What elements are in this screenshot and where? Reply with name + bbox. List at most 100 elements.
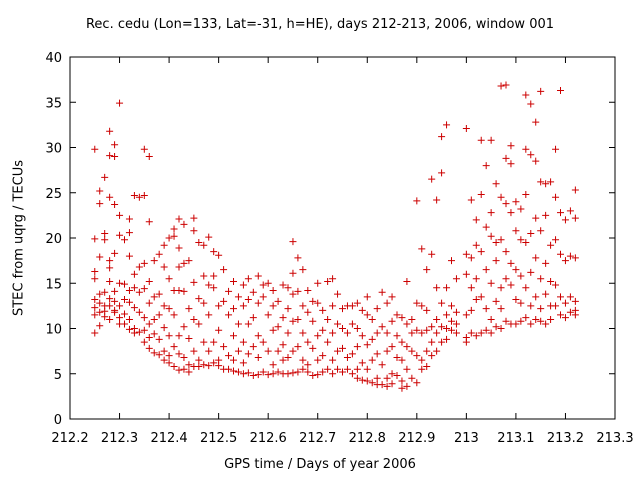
data-point	[532, 315, 540, 323]
data-point	[334, 320, 342, 328]
data-point	[368, 315, 376, 323]
data-point	[517, 299, 525, 307]
data-point	[462, 311, 470, 319]
data-point	[522, 284, 530, 292]
data-point	[368, 356, 376, 364]
data-point	[185, 305, 193, 313]
data-point	[304, 308, 312, 316]
data-point	[428, 175, 436, 183]
data-point	[552, 145, 560, 153]
data-point	[96, 253, 104, 261]
data-point	[145, 277, 153, 285]
data-point	[309, 317, 317, 325]
data-point	[408, 329, 416, 337]
data-point	[467, 284, 475, 292]
data-point	[423, 363, 431, 371]
data-point	[492, 239, 500, 247]
data-point	[106, 295, 114, 303]
data-point	[363, 293, 371, 301]
data-point	[319, 368, 327, 376]
x-tick-label: 212.9	[398, 431, 435, 446]
data-point	[329, 356, 337, 364]
data-point	[96, 322, 104, 330]
data-point	[225, 352, 233, 360]
data-point	[215, 326, 223, 334]
data-point	[462, 124, 470, 132]
data-point	[135, 308, 143, 316]
data-point	[269, 361, 277, 369]
data-point	[438, 133, 446, 141]
data-point	[234, 368, 242, 376]
data-point	[477, 191, 485, 199]
data-point	[373, 305, 381, 313]
data-point	[200, 338, 208, 346]
data-point	[101, 288, 109, 296]
data-point	[215, 302, 223, 310]
data-point	[561, 314, 569, 322]
data-point	[170, 225, 178, 233]
data-point	[234, 293, 242, 301]
data-point	[249, 372, 257, 380]
x-tick-label: 213.1	[497, 431, 534, 446]
data-point	[130, 270, 138, 278]
data-point	[220, 297, 228, 305]
data-point	[472, 296, 480, 304]
data-point	[294, 254, 302, 262]
data-point	[398, 377, 406, 385]
data-point	[284, 353, 292, 361]
data-point	[309, 372, 317, 380]
data-point	[140, 145, 148, 153]
data-point	[299, 266, 307, 274]
data-point	[512, 198, 520, 206]
data-point	[557, 293, 564, 301]
data-point	[106, 315, 114, 323]
data-point	[264, 279, 272, 287]
data-point	[185, 361, 193, 369]
data-point	[284, 329, 292, 337]
data-point	[408, 315, 416, 323]
data-point	[428, 323, 436, 331]
data-point	[160, 324, 168, 332]
y-tick-label: 25	[45, 187, 62, 202]
data-point	[448, 326, 455, 334]
data-point	[492, 180, 500, 188]
data-point	[522, 191, 530, 199]
data-point	[547, 178, 555, 186]
y-tick-label: 30	[45, 142, 62, 157]
y-tick-label: 0	[54, 413, 62, 428]
data-point	[467, 329, 475, 337]
data-point	[200, 272, 208, 280]
data-point	[130, 304, 138, 312]
data-point	[205, 362, 213, 370]
data-point	[378, 323, 386, 331]
data-point	[497, 325, 505, 332]
data-point	[111, 287, 119, 295]
data-point	[284, 284, 292, 292]
data-point	[160, 263, 168, 271]
data-point	[304, 338, 312, 346]
data-point	[512, 227, 520, 235]
data-point	[140, 285, 148, 293]
data-point	[160, 302, 168, 310]
data-point	[378, 381, 386, 389]
data-point	[542, 290, 550, 298]
data-point	[225, 287, 233, 295]
data-point	[155, 351, 163, 359]
data-point	[185, 334, 193, 342]
data-point	[91, 311, 99, 319]
data-point	[507, 209, 515, 217]
data-point	[368, 379, 376, 387]
data-point	[393, 311, 401, 319]
data-point	[393, 353, 401, 361]
data-point	[125, 215, 133, 223]
data-point	[96, 308, 104, 316]
data-point	[230, 305, 237, 313]
data-point	[462, 338, 470, 346]
data-point	[289, 369, 297, 377]
data-point	[438, 169, 446, 177]
data-point	[393, 372, 401, 380]
data-point	[239, 281, 247, 289]
data-point	[443, 311, 451, 319]
data-point	[175, 366, 183, 374]
data-point	[443, 284, 451, 292]
